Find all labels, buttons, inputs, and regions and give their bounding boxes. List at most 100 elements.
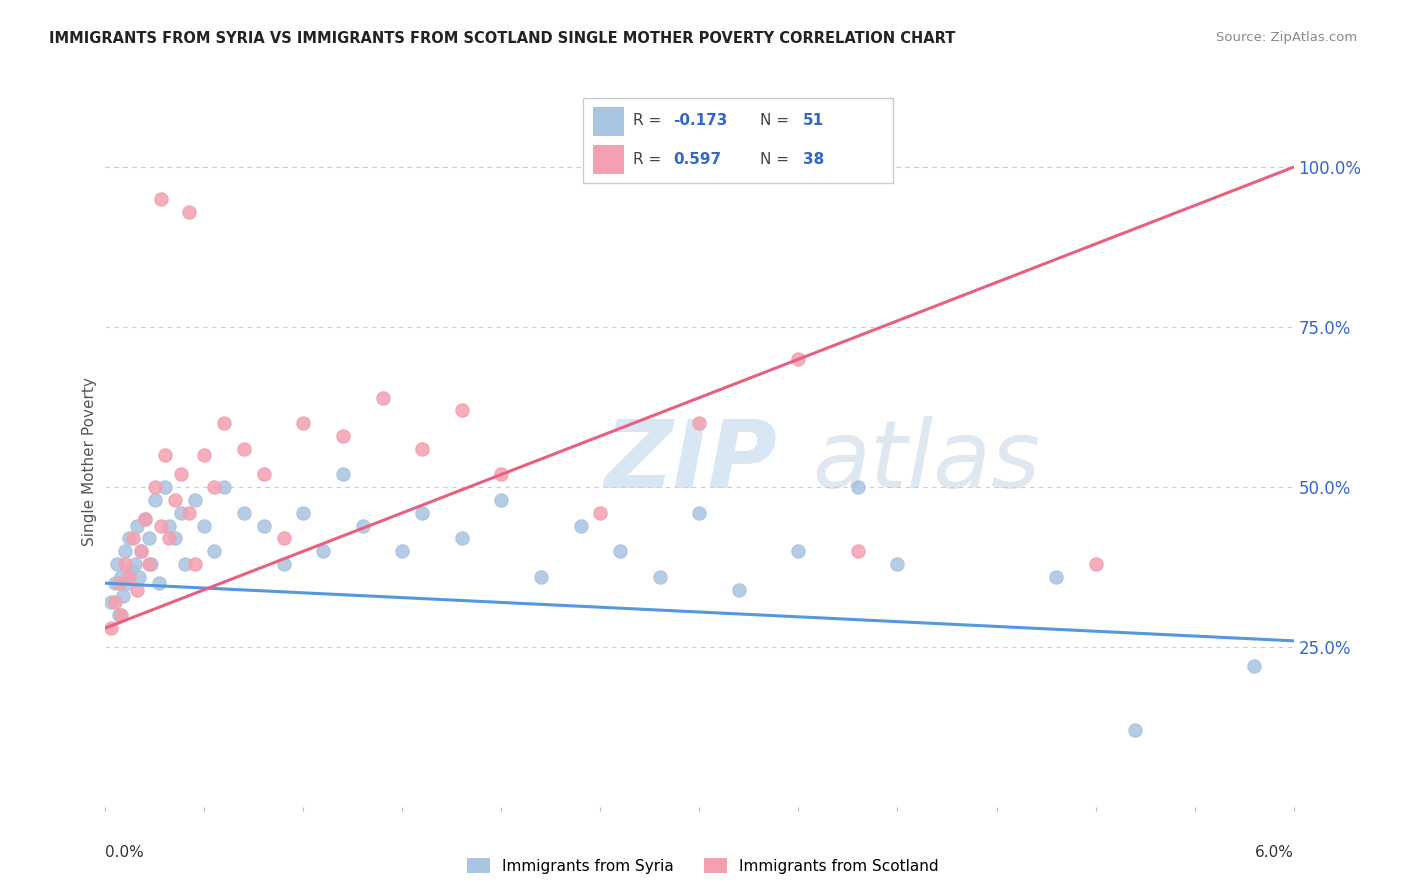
Point (138, 557, 160, 571)
Point (569, 518, 592, 533)
Text: IMMIGRANTS FROM SYRIA VS IMMIGRANTS FROM SCOTLAND SINGLE MOTHER POVERTY CORRELAT: IMMIGRANTS FROM SYRIA VS IMMIGRANTS FROM… (49, 31, 956, 46)
Point (122, 532, 145, 546)
Point (491, 467, 513, 482)
Point (129, 544, 152, 558)
Point (411, 442, 433, 456)
Point (157, 532, 180, 546)
Point (149, 518, 172, 533)
Text: N =: N = (759, 113, 793, 128)
Y-axis label: Single Mother Poverty: Single Mother Poverty (82, 377, 97, 546)
Point (1123, 723, 1146, 738)
Point (233, 506, 256, 520)
Point (689, 416, 711, 430)
Text: ZIP: ZIP (605, 416, 778, 508)
Text: atlas: atlas (813, 416, 1040, 508)
Point (100, 621, 122, 635)
Bar (593, 145, 624, 175)
Point (1243, 659, 1265, 673)
Point (371, 391, 394, 405)
Point (177, 506, 200, 520)
Point (491, 493, 513, 508)
Point (273, 532, 295, 546)
Point (450, 532, 472, 546)
Point (233, 442, 256, 456)
Point (114, 557, 136, 571)
Point (153, 448, 176, 462)
Point (193, 518, 215, 533)
Point (391, 544, 413, 558)
Point (689, 506, 711, 520)
Point (118, 532, 141, 546)
Point (105, 557, 128, 571)
Text: 51: 51 (803, 113, 824, 128)
Point (110, 570, 132, 584)
Point (332, 429, 354, 443)
Text: 0.597: 0.597 (673, 152, 721, 167)
Point (183, 557, 205, 571)
Point (139, 557, 162, 571)
Point (292, 416, 315, 430)
Text: R =: R = (633, 152, 666, 167)
Point (127, 582, 149, 597)
Point (120, 563, 142, 577)
Point (273, 557, 295, 571)
Point (173, 557, 195, 571)
Point (149, 192, 172, 206)
Point (115, 576, 138, 591)
Point (134, 512, 156, 526)
Point (1045, 570, 1067, 584)
Point (177, 205, 200, 219)
Point (170, 467, 193, 482)
Point (100, 595, 122, 609)
FancyBboxPatch shape (583, 98, 893, 183)
Point (787, 544, 810, 558)
Point (143, 480, 166, 494)
Point (202, 544, 225, 558)
Point (352, 518, 374, 533)
Point (214, 416, 236, 430)
Point (129, 544, 152, 558)
Point (104, 576, 127, 591)
Point (128, 570, 150, 584)
Point (589, 506, 612, 520)
Point (163, 493, 186, 508)
Point (728, 582, 751, 597)
Point (148, 576, 170, 591)
Point (202, 480, 225, 494)
Point (846, 480, 869, 494)
Text: -0.173: -0.173 (673, 113, 727, 128)
Point (886, 557, 908, 571)
Point (292, 506, 315, 520)
Point (124, 557, 146, 571)
Point (163, 532, 186, 546)
Text: 0.0%: 0.0% (105, 846, 145, 860)
Text: 38: 38 (803, 152, 824, 167)
Point (112, 589, 135, 603)
Bar (593, 107, 624, 136)
Point (609, 544, 631, 558)
Point (114, 544, 136, 558)
Point (143, 493, 166, 508)
Point (530, 570, 553, 584)
Point (118, 570, 141, 584)
Point (193, 448, 215, 462)
Point (787, 352, 810, 367)
Text: Source: ZipAtlas.com: Source: ZipAtlas.com (1216, 31, 1357, 45)
Point (450, 403, 472, 417)
Point (153, 480, 176, 494)
Point (157, 518, 180, 533)
Point (648, 570, 671, 584)
Text: 6.0%: 6.0% (1254, 846, 1294, 860)
Point (332, 467, 354, 482)
Point (312, 544, 335, 558)
Point (253, 467, 276, 482)
Point (134, 512, 156, 526)
Point (846, 544, 869, 558)
Point (214, 480, 236, 494)
Point (253, 518, 276, 533)
Point (108, 576, 131, 591)
Point (110, 608, 132, 623)
Text: N =: N = (759, 152, 793, 167)
Point (1084, 557, 1107, 571)
Point (138, 532, 160, 546)
